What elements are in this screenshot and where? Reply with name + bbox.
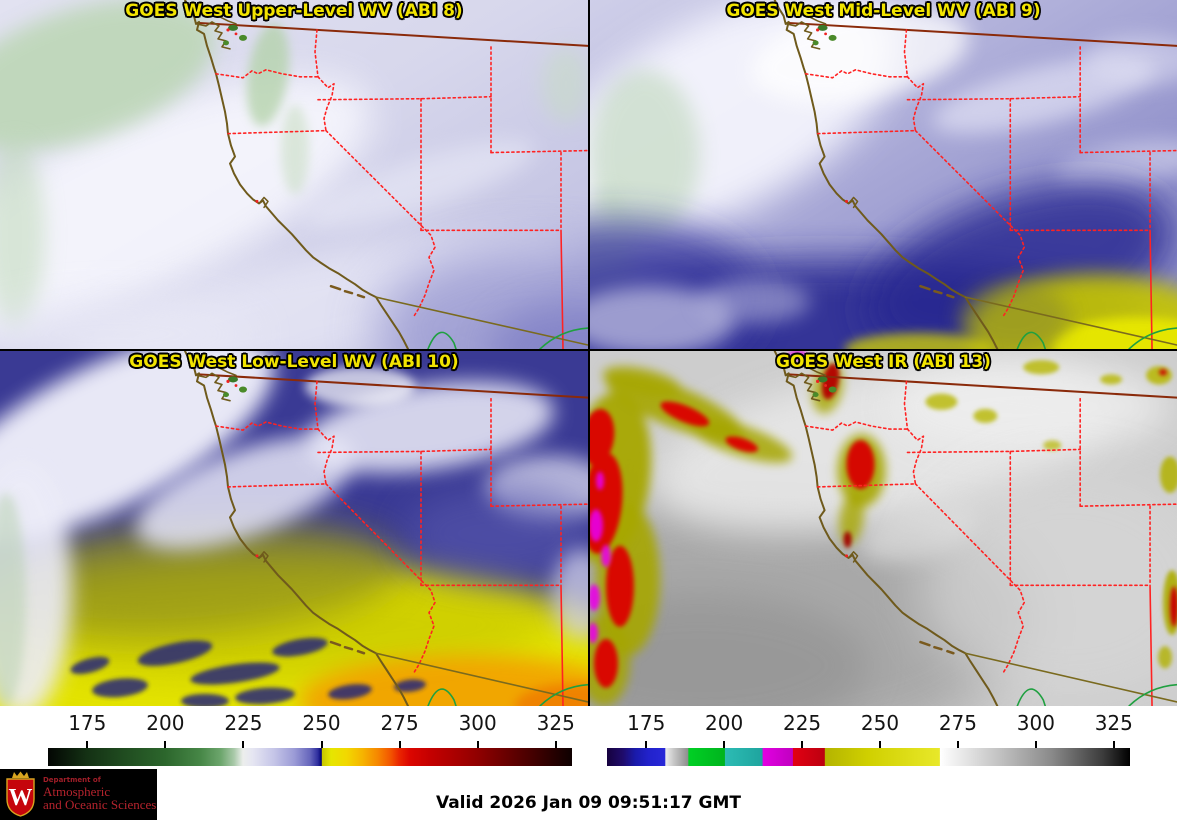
wv-colorbar <box>48 748 572 766</box>
panel-low-level-wv: GOES West Low-Level WV (ABI 10) <box>0 351 588 706</box>
colorbar-tick-mark <box>879 741 881 748</box>
ir-colorbar <box>607 748 1130 766</box>
colorbar-tick-mark <box>956 741 959 748</box>
colorbar-tick-mark <box>86 741 89 748</box>
colorbar-tick-mark <box>1112 741 1115 748</box>
logo-dept-line: Department of <box>43 776 101 785</box>
colorbar-tick-label: 275 <box>380 711 419 735</box>
colorbar-tick-label: 325 <box>536 711 575 735</box>
colorbar-tick-label: 250 <box>302 711 341 735</box>
colorbar-tick-mark <box>1034 741 1037 748</box>
colorbar-tick-label: 300 <box>1016 711 1055 735</box>
colorbar-tick-mark <box>320 741 323 748</box>
logo-text: Department of Atmospheric and Oceanic Sc… <box>43 776 157 813</box>
colorbar-tick-label: 200 <box>146 711 185 735</box>
colorbar-tick-label: 225 <box>782 711 822 735</box>
ir-colorbar-labels: 175 200 225 250 275 300 325 <box>607 711 1133 748</box>
colorbar-tick-label: 175 <box>627 711 666 735</box>
uw-aos-logo: W Department of Atmospheric and Oceanic … <box>0 769 157 820</box>
colorbar-tick-label: 225 <box>224 711 263 735</box>
uw-crest-icon: W <box>6 771 35 817</box>
panel-ir: GOES West IR (ABI 13) <box>590 351 1177 706</box>
colorbar-tick-label: 250 <box>860 711 900 735</box>
colorbar-tick-label: 175 <box>68 711 107 735</box>
logo-line2: Atmospheric <box>43 783 111 799</box>
colorbar-tick-mark <box>723 741 726 748</box>
wv-colorbar-labels: 175 200 225 250 275 300 325 <box>48 711 575 748</box>
colorbar-tick-mark <box>164 741 167 748</box>
colorbar-tick-label: 275 <box>938 711 978 735</box>
colorbar-tick-label: 300 <box>458 711 497 735</box>
colorbar-tick-mark <box>554 741 557 748</box>
colorbar-tick-mark <box>801 741 804 748</box>
colorbar-tick-mark <box>476 741 479 748</box>
colorbar-tick-label: 200 <box>705 711 744 735</box>
colorbar-tick-mark <box>398 741 401 748</box>
panel-upper-level-wv: GOES West Upper-Level WV (ABI 8) <box>0 0 588 349</box>
colorbar-tick-mark <box>242 741 245 748</box>
svg-text:W: W <box>9 785 33 811</box>
panel-mid-level-wv: GOES West Mid-Level WV (ABI 9) <box>590 0 1177 349</box>
colorbar-tick-label: 325 <box>1094 711 1133 735</box>
valid-time-text: Valid 2026 Jan 09 09:51:17 GMT <box>435 793 742 813</box>
logo-line3: and Oceanic Sciences <box>43 797 157 813</box>
colorbar-tick-mark <box>645 741 648 748</box>
